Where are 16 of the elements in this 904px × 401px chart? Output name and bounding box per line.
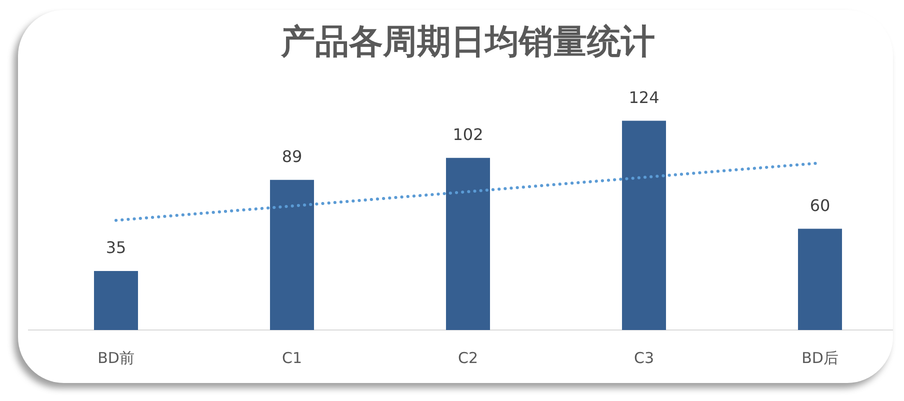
bar bbox=[622, 120, 666, 330]
data-label: 89 bbox=[282, 147, 302, 166]
data-label: 60 bbox=[810, 196, 830, 215]
data-label: 102 bbox=[452, 125, 484, 144]
x-tick-label: C2 bbox=[458, 348, 478, 367]
bar bbox=[270, 180, 314, 330]
chart-title: 产品各周期日均销量统计 bbox=[280, 22, 655, 62]
x-tick-label: BD前 bbox=[98, 348, 134, 367]
bar bbox=[94, 270, 138, 330]
data-label: 35 bbox=[106, 238, 126, 258]
data-label: 124 bbox=[628, 88, 660, 107]
x-tick-label: C1 bbox=[282, 348, 302, 367]
x-tick-label: C3 bbox=[634, 348, 654, 367]
bar bbox=[798, 228, 842, 330]
bar bbox=[446, 158, 490, 330]
x-tick-label: BD后 bbox=[802, 348, 838, 367]
